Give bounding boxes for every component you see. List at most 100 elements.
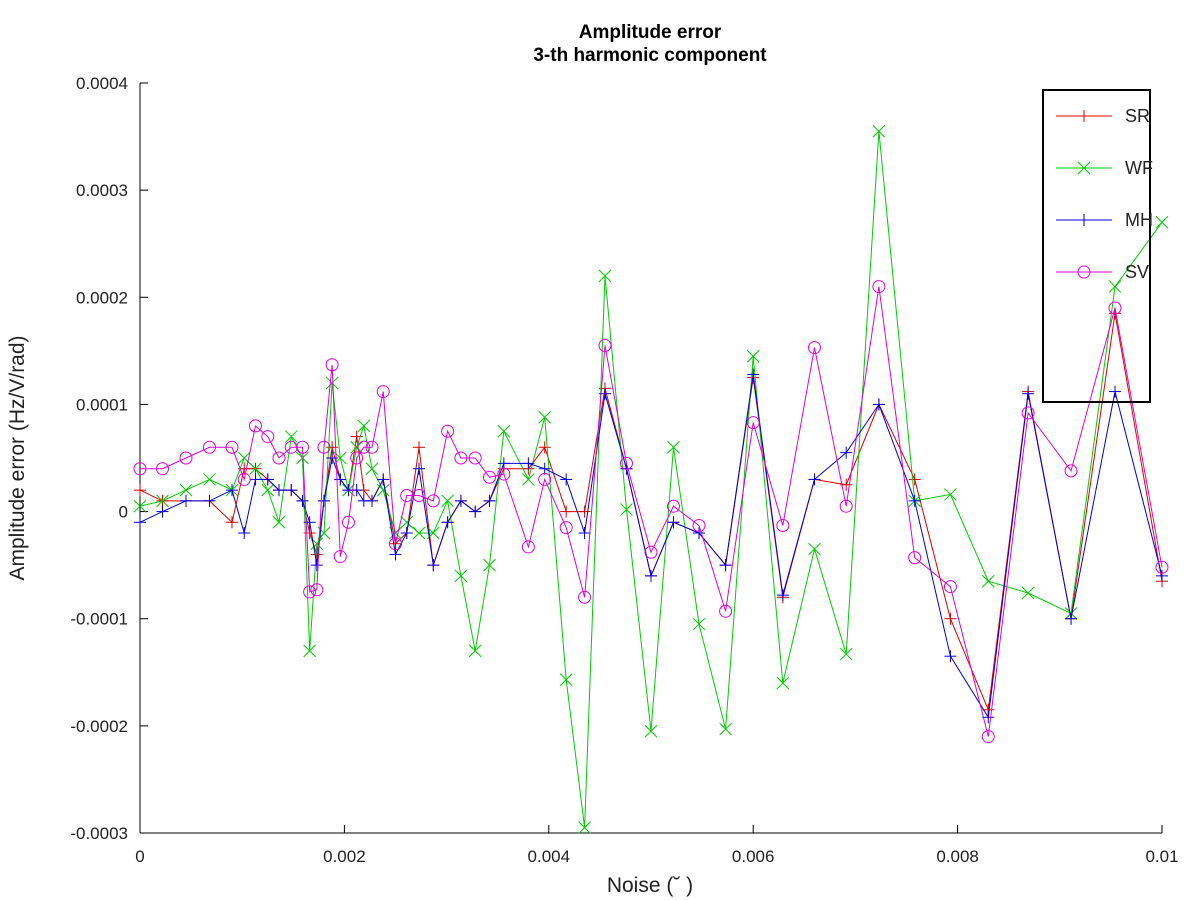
data-point-mh — [645, 569, 657, 582]
data-point-wf — [538, 410, 552, 424]
series-mh — [134, 368, 1168, 724]
x-axis-label: Noise (˘ ) — [607, 874, 693, 897]
legend: SR WF MH SV — [1042, 89, 1153, 403]
data-point-wf — [644, 724, 658, 738]
data-point-mh — [400, 527, 413, 539]
data-point-mh — [908, 494, 921, 507]
data-point-mh — [578, 527, 591, 539]
data-point-sv — [365, 440, 379, 454]
data-point-sv — [644, 545, 658, 559]
data-point-wf — [179, 483, 193, 497]
legend-item-mh: MH — [1056, 210, 1153, 230]
data-point-mh — [1022, 387, 1035, 400]
data-point-sv — [261, 430, 275, 444]
data-point-sv — [133, 462, 147, 476]
series-line-mh — [139, 374, 1163, 719]
data-point-mh — [944, 650, 957, 663]
data-point-sv — [1064, 464, 1078, 478]
data-point-sv — [341, 515, 355, 529]
data-point-sv — [303, 585, 317, 599]
data-point-sr — [578, 505, 591, 518]
data-point-mh — [365, 494, 378, 507]
data-point-sv — [357, 440, 371, 454]
y-tick-label: 0.0004 — [76, 74, 128, 93]
data-point-sv — [1108, 301, 1122, 315]
data-point-mh — [334, 473, 347, 486]
data-point-sv — [776, 519, 790, 532]
data-point-mh — [389, 548, 402, 561]
data-point-mh — [522, 457, 535, 470]
y-tick-label: -0.0002 — [70, 717, 128, 736]
legend-marker-wf — [1077, 161, 1091, 175]
data-point-mh — [303, 516, 316, 529]
series-wf — [133, 124, 1169, 834]
data-point-wf — [620, 503, 633, 516]
chart-subtitle: 3-th harmonic component — [533, 45, 767, 66]
legend-box — [1042, 89, 1151, 403]
data-point-wf — [497, 424, 511, 438]
legend-marker-mh — [1078, 214, 1090, 226]
x-tick-label: 0.006 — [732, 847, 775, 866]
data-point-wf — [249, 462, 262, 476]
data-point-mh — [560, 473, 573, 486]
data-point-sv — [692, 519, 706, 532]
data-point-sv — [317, 440, 331, 454]
data-point-sv — [943, 580, 957, 594]
y-tick-label: 0 — [119, 503, 128, 522]
data-point-wf — [1021, 586, 1035, 600]
y-tick-label: -0.0003 — [70, 824, 128, 843]
y-axis-label: Amplitude error (Hz/V/rad) — [6, 335, 29, 580]
data-point-wf — [872, 124, 886, 138]
data-point-wf — [156, 494, 169, 508]
data-point-wf — [981, 574, 995, 588]
data-point-wf — [376, 483, 390, 497]
data-point-sv — [538, 472, 552, 486]
data-point-sv — [483, 470, 497, 484]
data-point-wf — [667, 440, 680, 454]
data-point-sr — [350, 430, 363, 443]
data-point-mh — [872, 398, 885, 411]
data-point-sv — [1155, 560, 1169, 574]
data-point-wf — [1155, 215, 1169, 229]
data-point-sv — [350, 451, 364, 465]
data-point-sv — [310, 583, 324, 597]
data-point-sv — [521, 540, 535, 554]
data-point-wf — [522, 473, 535, 486]
data-point-wf — [325, 376, 339, 390]
data-point-sr — [944, 612, 957, 625]
data-point-sv — [981, 730, 995, 744]
data-point-mh — [413, 462, 426, 475]
data-point-mh — [249, 473, 262, 486]
data-point-sr — [538, 441, 551, 454]
chart-title: Amplitude error — [579, 22, 722, 43]
data-point-mh — [285, 484, 298, 497]
legend-marker-sr — [1078, 110, 1090, 122]
data-point-mh — [296, 494, 309, 507]
data-point-sv — [454, 451, 468, 465]
data-point-wf — [284, 430, 298, 443]
x-tick-label: 0.004 — [528, 847, 571, 866]
data-point-sv — [598, 339, 612, 352]
data-point-wf — [454, 569, 468, 583]
data-point-wf — [133, 499, 147, 513]
series-sv — [133, 280, 1169, 744]
plot-area — [139, 83, 1162, 834]
data-point-mh — [225, 484, 238, 497]
data-point-mh — [840, 446, 853, 459]
data-point-wf — [1108, 280, 1122, 293]
data-point-wf — [483, 558, 496, 572]
data-point-wf — [400, 515, 414, 529]
data-point-sr — [225, 516, 238, 529]
data-point-sv — [284, 440, 298, 454]
data-point-mh — [497, 457, 510, 470]
data-point-wf — [578, 821, 591, 834]
data-point-sv — [559, 521, 573, 535]
series-line-wf — [139, 131, 1163, 828]
data-point-mh — [747, 368, 760, 381]
data-point-wf — [468, 644, 482, 658]
data-point-sv — [389, 537, 402, 551]
data-point-mh — [427, 559, 440, 572]
series-line-sv — [140, 286, 1163, 737]
data-point-wf — [441, 494, 454, 508]
data-point-sv — [237, 472, 251, 486]
